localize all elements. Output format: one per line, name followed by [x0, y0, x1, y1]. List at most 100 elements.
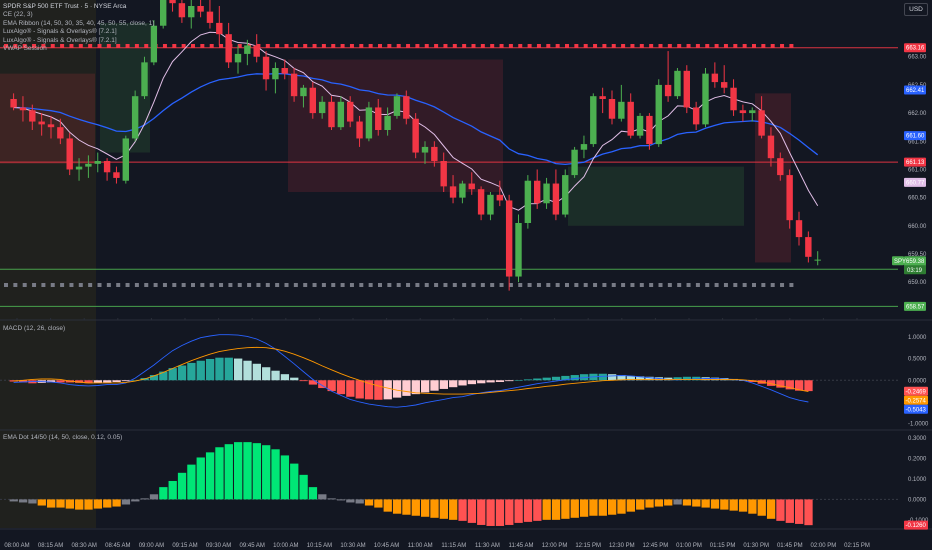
dot-row-gray [13, 283, 18, 287]
dot-row-red [303, 44, 308, 48]
dot-row-gray [770, 283, 775, 287]
symbol-tag-bg [892, 256, 904, 266]
ema-dot-bar [28, 499, 37, 504]
ema-dot-legend[interactable]: EMA Dot 14/50 (14, 50, close, 0.12, 0.05… [3, 434, 122, 442]
dot-row-gray [78, 283, 83, 287]
dot-row-red [265, 44, 270, 48]
ema-dot-bar [682, 499, 692, 506]
ema-dot-bar [421, 499, 430, 517]
time-axis-label: 10:30 AM [340, 543, 365, 549]
ema-dot-bar [579, 499, 589, 517]
dot-row-gray [97, 283, 102, 287]
dot-row-gray [742, 283, 747, 287]
currency-button[interactable]: USD [904, 3, 928, 16]
dot-row-gray [50, 283, 55, 287]
time-axis-label: 12:45 PM [643, 543, 669, 549]
macd-tag-bg [904, 386, 928, 396]
ema-dot-bar [430, 499, 439, 518]
indicator-ema-ribbon[interactable]: EMA Ribbon (14, 50, 30, 35, 40, 45, 50, … [3, 19, 155, 27]
macd-hist-bar [430, 380, 439, 391]
dot-row-gray [658, 283, 663, 287]
macd-hist-bar [262, 367, 271, 381]
candle-body [636, 115, 644, 136]
macd-hist-bar [533, 378, 542, 381]
macd-hist-bar [617, 375, 626, 381]
macd-tag-bg [904, 404, 928, 414]
time-axis-label: 11:00 AM [408, 543, 433, 549]
ema-ribbon-slow [13, 73, 819, 166]
dot-row-gray [321, 283, 326, 287]
candle-body [206, 11, 214, 23]
candle-body [524, 180, 532, 223]
candle-body [122, 138, 129, 181]
ema-dot-bar [439, 499, 448, 519]
dot-row-red [593, 44, 598, 48]
macd-hist-bar [224, 357, 233, 381]
macd-axis-tick: 0.0000 [908, 378, 927, 384]
dot-row-gray [508, 283, 513, 287]
dot-row-gray [368, 283, 373, 287]
macd-hist-bar [374, 380, 383, 400]
macd-hist-bar [608, 374, 617, 381]
macd-hist-bar [795, 380, 804, 391]
dot-row-red [209, 44, 214, 48]
ema-dot-bar [776, 499, 785, 521]
price-tag-bg [904, 85, 926, 95]
macd-axis-tick: 0.5000 [908, 357, 927, 363]
dot-row-red [331, 44, 336, 48]
dot-row-red [13, 44, 18, 48]
ema-dot-bar [271, 449, 280, 500]
candle-body [169, 0, 176, 4]
candle-body [150, 25, 158, 63]
dot-row-gray [546, 283, 551, 287]
candle-body [571, 149, 578, 176]
macd-hist-bar [234, 358, 243, 381]
dot-row-red [219, 44, 224, 48]
dot-row-red [695, 44, 700, 48]
candle-body [814, 259, 821, 261]
macd-legend[interactable]: MACD (12, 26, close) [3, 325, 65, 333]
macd-hist-bar [421, 380, 430, 393]
dot-row-red [312, 44, 317, 48]
candle-body [29, 110, 36, 122]
dot-row-red [4, 44, 8, 48]
candle-body [85, 163, 92, 167]
indicator-luxalgo-2[interactable]: LuxAlgo® - Signals & Overlays® [7.2.1] [3, 36, 117, 44]
ema-dot-bar [374, 499, 383, 508]
indicator-ce[interactable]: CE (22, 3) [3, 11, 33, 19]
ema-dot-bar [47, 499, 56, 508]
macd-hist-bar [280, 374, 290, 381]
dot-row-red [733, 44, 738, 48]
candle-body [608, 99, 616, 119]
dot-row-gray [153, 283, 158, 287]
countdown-tag-bg [904, 265, 926, 275]
dot-row-red [686, 44, 691, 48]
dot-row-red [50, 44, 55, 48]
candle-body [393, 96, 401, 116]
dot-row-red [499, 44, 504, 48]
dot-row-red [97, 44, 102, 48]
dot-row-gray [106, 283, 111, 287]
time-axis-label: 10:15 AM [307, 543, 332, 549]
dot-row-gray [312, 283, 317, 287]
dot-row-red [452, 44, 457, 48]
macd-hist-bar [93, 380, 103, 383]
ema-dot-bar [561, 499, 570, 519]
candle-body [805, 237, 812, 257]
ema-dot-bar [729, 499, 738, 511]
dot-row-gray [630, 283, 635, 287]
dot-row-gray [574, 283, 579, 287]
symbol-title[interactable]: SPDR S&P 500 ETF Trust · 5 · NYSE Arca [3, 3, 127, 10]
macd-hist-bar [56, 380, 65, 383]
macd-hist-bar [449, 380, 458, 388]
dot-row-gray [69, 283, 74, 287]
candle-body [365, 107, 373, 139]
red-cloud-early [0, 73, 95, 164]
indicator-vwap[interactable]: VWAP Session [3, 45, 47, 53]
candle-body [281, 68, 288, 74]
price-tag-bg [904, 43, 926, 53]
macd-hist-bar [187, 362, 196, 381]
indicator-luxalgo-1[interactable]: LuxAlgo® - Signals & Overlays® [7.2.1] [3, 28, 117, 36]
macd-title: MACD (12, 26, close) [3, 325, 66, 332]
